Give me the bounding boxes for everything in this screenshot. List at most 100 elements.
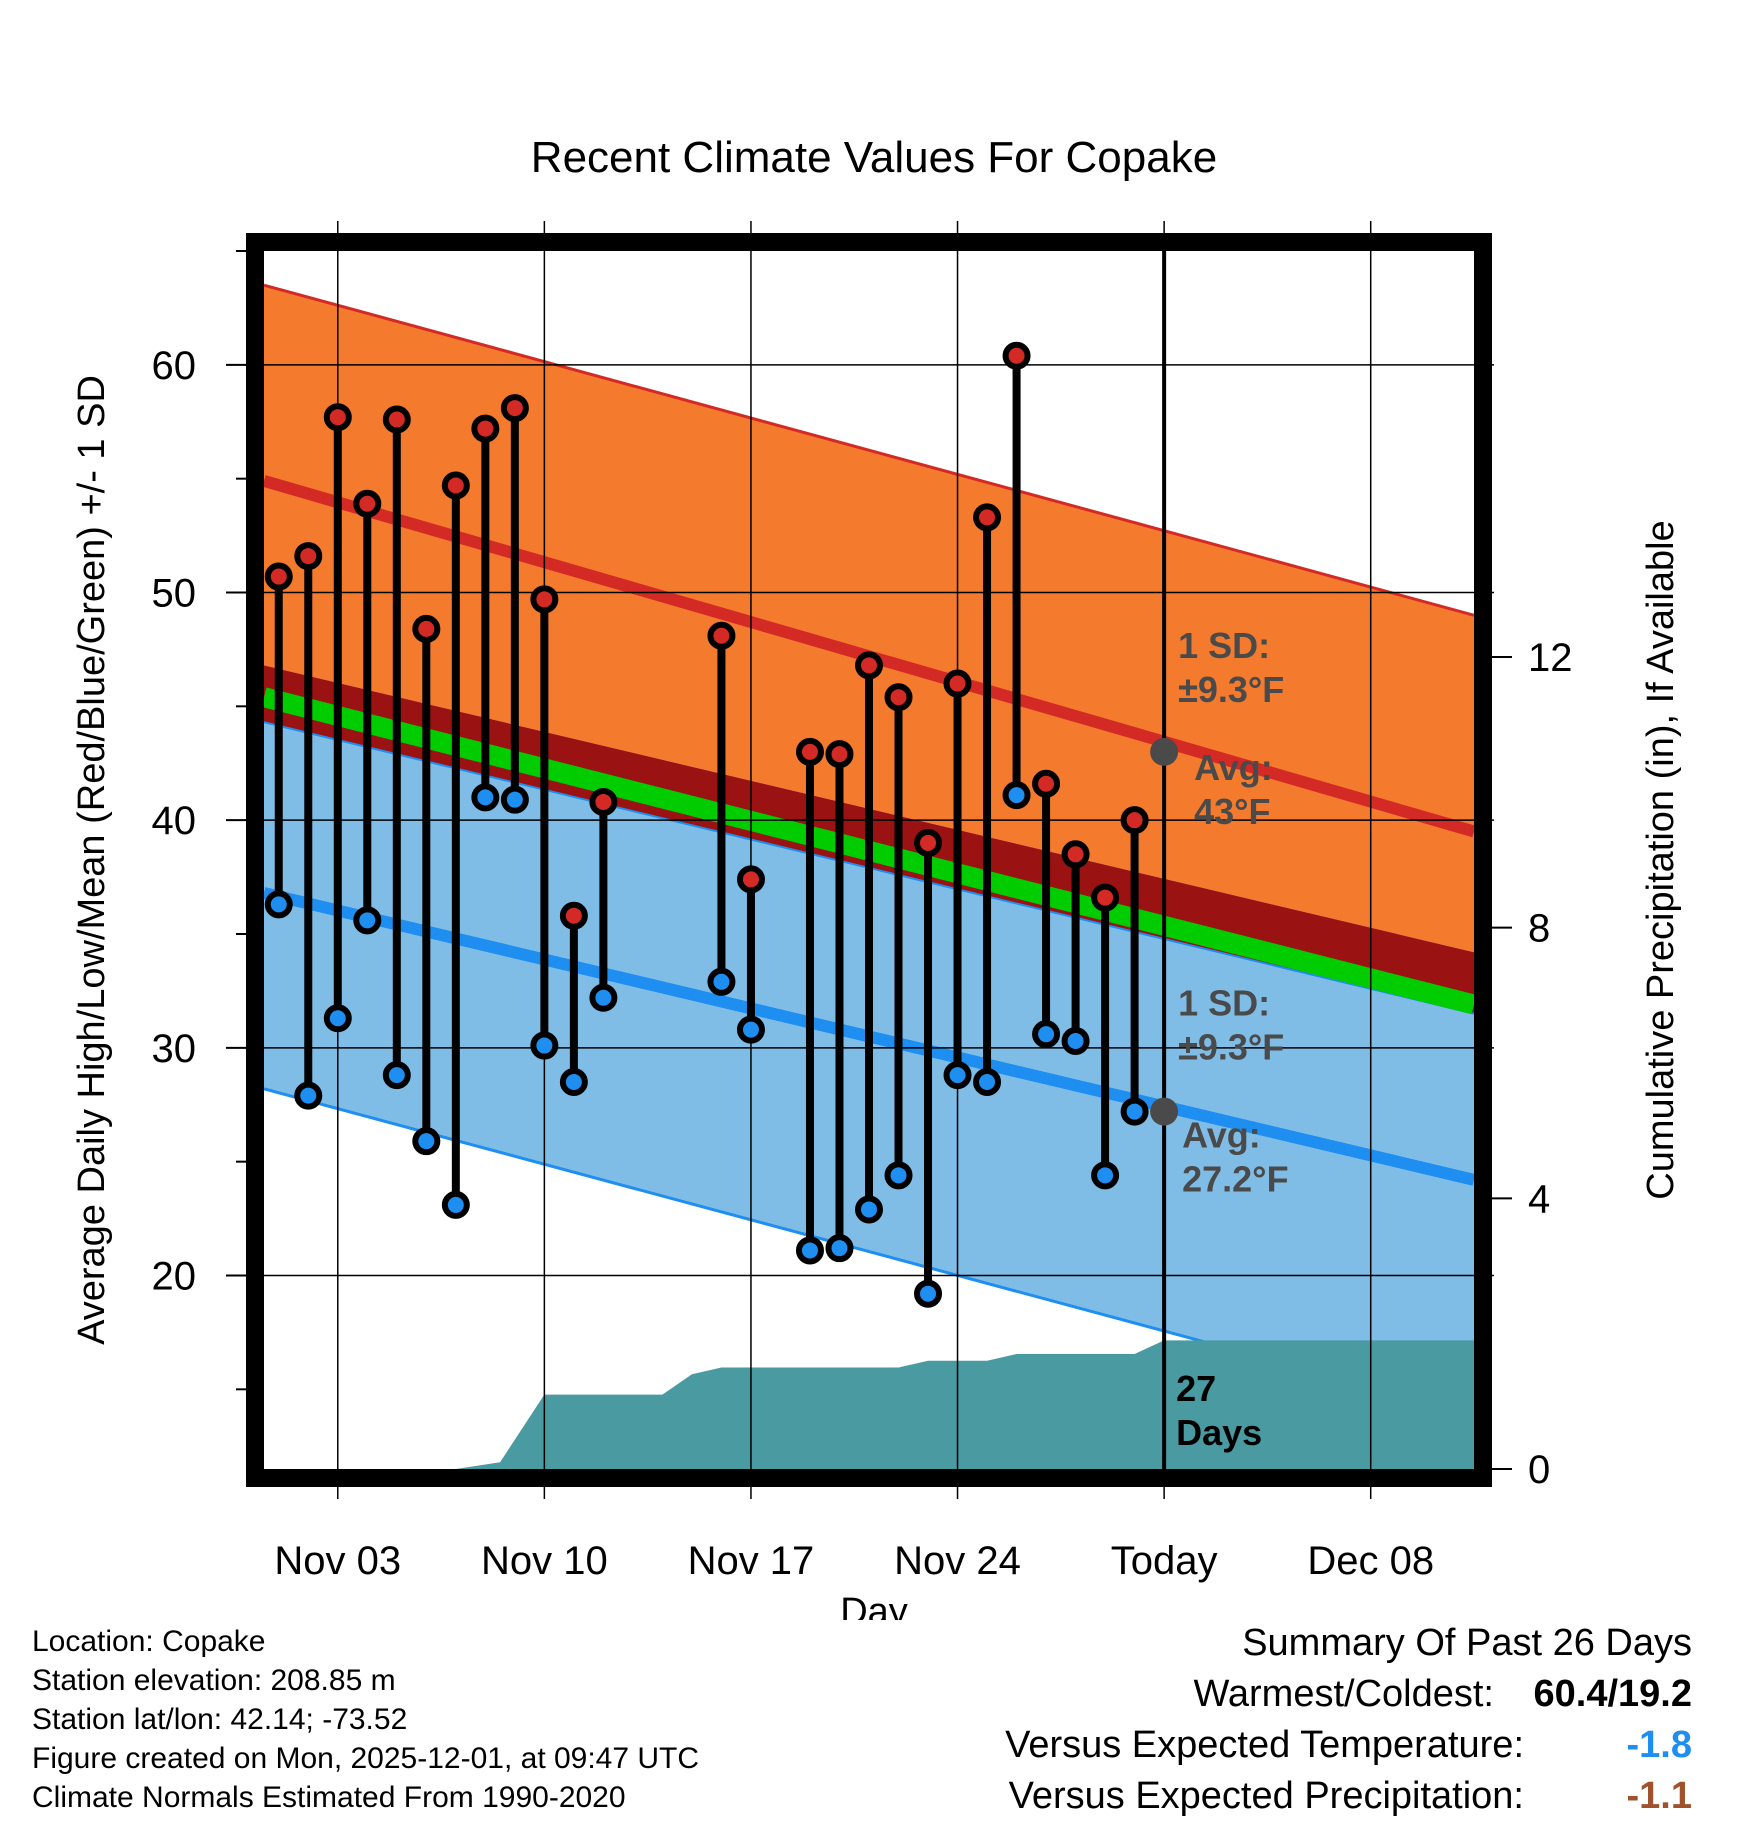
climate-chart: Recent Climate Values For Copake 1 SD:±9…: [71, 133, 1682, 1620]
low-sd-label: 1 SD:: [1178, 983, 1270, 1024]
y-axis-label: Average Daily High/Low/Mean (Red/Blue/Gr…: [71, 375, 113, 1345]
summary-temp-row: Versus Expected Temperature: -1.8: [1005, 1720, 1692, 1771]
observation-day: [382, 405, 411, 1090]
precip-label: Versus Expected Precipitation:: [1008, 1775, 1524, 1817]
observation-day: [973, 503, 1002, 1096]
low-point: [825, 1234, 854, 1263]
high-point: [1002, 341, 1031, 370]
x-tick-label: Nov 03: [274, 1539, 401, 1583]
observation-day: [825, 740, 854, 1263]
observation-day: [795, 737, 824, 1265]
days-label: Days: [1176, 1412, 1262, 1453]
precip-area: [264, 1340, 1474, 1469]
x-tick-label: Dec 08: [1307, 1539, 1434, 1583]
observation-day: [441, 471, 470, 1219]
x-tick-label: Nov 24: [894, 1539, 1021, 1583]
y-tick-label: 30: [152, 1027, 197, 1071]
temp-label: Versus Expected Temperature:: [1005, 1724, 1524, 1766]
low-point: [559, 1067, 588, 1096]
low-point: [323, 1004, 352, 1033]
elevation-text: Station elevation: 208.85 m: [32, 1664, 396, 1697]
high-sd-band: [264, 285, 1474, 953]
low-point: [914, 1279, 943, 1308]
summary-heading: Summary Of Past 26 Days: [1242, 1622, 1692, 1664]
high-point: [1120, 806, 1149, 835]
observation-day: [1002, 341, 1031, 810]
low-point: [1091, 1161, 1120, 1190]
observation-day: [914, 828, 943, 1308]
high-point: [973, 503, 1002, 532]
high-point: [382, 405, 411, 434]
high-point: [1032, 769, 1061, 798]
low-point: [264, 890, 293, 919]
high-point: [914, 828, 943, 857]
low-point: [353, 906, 382, 935]
low-avg-label: Avg:: [1182, 1115, 1261, 1156]
observation-day: [294, 542, 323, 1110]
y2-tick-label: 8: [1528, 907, 1550, 951]
plot-area: [264, 283, 1474, 1469]
low-point: [530, 1031, 559, 1060]
today-low-avg-marker: [1150, 1097, 1179, 1126]
summary-precip-row: Versus Expected Precipitation: -1.1: [1005, 1771, 1692, 1822]
low-point: [736, 1015, 765, 1044]
observation-day: [943, 669, 972, 1090]
high-point: [884, 683, 913, 712]
axes-layer: 20 30 40 50 60 0 4 8 12 Nov 03 Nov 10 Nov 17 Nov 24 T…: [152, 233, 1573, 1583]
observation-day: [1061, 840, 1090, 1055]
high-point: [589, 787, 618, 816]
observation-day: [1091, 883, 1120, 1190]
high-point: [353, 489, 382, 518]
location-text: Location: Copake: [32, 1625, 266, 1658]
low-point: [500, 785, 529, 814]
high-point: [441, 471, 470, 500]
low-point: [795, 1236, 824, 1265]
low-point: [1120, 1097, 1149, 1126]
low-point: [471, 783, 500, 812]
low-point: [294, 1081, 323, 1110]
y-tick-label: 40: [152, 799, 197, 843]
low-point: [382, 1061, 411, 1090]
high-point: [795, 737, 824, 766]
observation-day: [500, 394, 529, 814]
warmest-label: Warmest/Coldest:: [1193, 1673, 1494, 1715]
y-tick-label: 60: [152, 344, 197, 388]
low-avg-value: 27.2°F: [1182, 1159, 1288, 1200]
high-point: [855, 651, 883, 680]
high-point: [825, 740, 854, 769]
observation-day: [412, 614, 441, 1156]
observation-day: [1120, 806, 1149, 1126]
low-point: [1002, 781, 1031, 810]
observation-series: [264, 341, 1149, 1308]
observation-day: [707, 621, 736, 996]
high-point: [943, 669, 972, 698]
warmest-value: 60.4/19.2: [1533, 1673, 1692, 1715]
low-sd-value: ±9.3°F: [1178, 1027, 1284, 1068]
high-point: [530, 585, 559, 614]
station-info: Location: Copake Station elevation: 208.…: [32, 1622, 699, 1817]
observation-day: [589, 787, 618, 1012]
high-point: [559, 901, 588, 930]
low-point: [441, 1190, 470, 1219]
low-point: [884, 1161, 913, 1190]
y2-tick-label: 4: [1528, 1177, 1550, 1221]
y-tick-label: 50: [152, 571, 197, 615]
y2-tick-label: 0: [1528, 1448, 1550, 1492]
plot-frame: [246, 233, 1492, 1487]
observation-day: [530, 585, 559, 1060]
observation-day: [736, 865, 765, 1044]
high-point: [294, 542, 323, 571]
x-tick-label: Nov 17: [688, 1539, 815, 1583]
created-text: Figure created on Mon, 2025-12-01, at 09…: [32, 1742, 700, 1775]
high-point: [323, 403, 352, 432]
x-tick-label: Nov 10: [481, 1539, 608, 1583]
today-high-avg-marker: [1150, 737, 1179, 766]
high-sd-label: 1 SD:: [1178, 625, 1270, 666]
observation-day: [353, 489, 382, 935]
high-point: [471, 414, 500, 443]
chart-title: Recent Climate Values For Copake: [531, 133, 1217, 182]
low-point: [589, 983, 618, 1012]
y2-tick-label: 12: [1528, 636, 1573, 680]
latlon-text: Station lat/lon: 42.14; -73.52: [32, 1703, 408, 1736]
days-count: 27: [1176, 1368, 1216, 1409]
